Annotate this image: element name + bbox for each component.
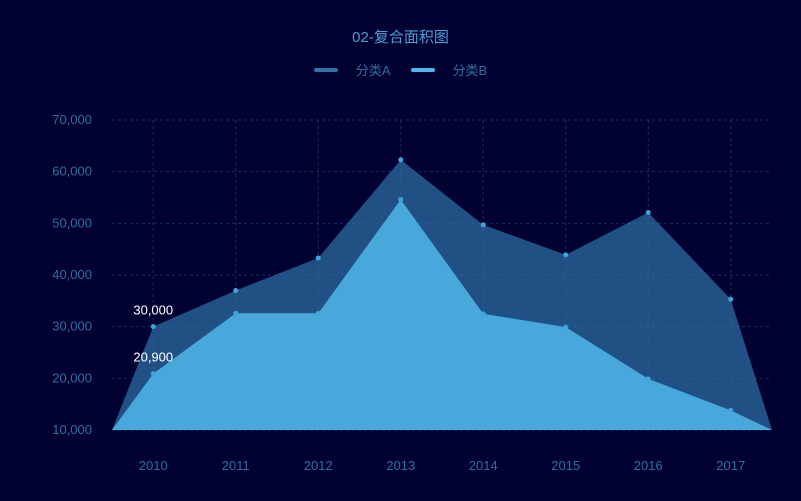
x-tick-label: 2010: [139, 458, 168, 473]
y-tick-label: 20,000: [52, 370, 92, 385]
x-tick-label: 2012: [304, 458, 333, 473]
area-layer: [112, 159, 772, 431]
y-tick-label: 40,000: [52, 267, 92, 282]
legend-label-b: 分类B: [452, 63, 488, 78]
data-point-b[interactable]: [563, 324, 569, 330]
x-tick-label: 2013: [386, 458, 415, 473]
area-series-b[interactable]: [112, 199, 772, 430]
chart-title: 02-复合面积图: [352, 29, 449, 46]
data-point-b[interactable]: [480, 311, 486, 317]
y-tick-label: 50,000: [52, 215, 92, 230]
data-point-b[interactable]: [728, 407, 734, 413]
x-tick-label: 2016: [634, 458, 663, 473]
axis-layer: 10,000 20,000 30,000 40,000 50,000 60,000 70,0…: [52, 112, 745, 473]
legend-item-series-b[interactable]: 分类B: [410, 60, 488, 79]
legend-item-series-a[interactable]: 分类A: [313, 60, 391, 79]
data-point-a[interactable]: [480, 222, 486, 228]
x-tick-label: 2014: [469, 458, 498, 473]
legend-swatch-a: [313, 67, 338, 72]
data-point-a[interactable]: [315, 255, 321, 261]
data-point-b[interactable]: [150, 371, 156, 377]
y-tick-label: 60,000: [52, 164, 92, 179]
y-tick-label: 10,000: [52, 422, 92, 437]
data-point-a[interactable]: [233, 288, 239, 293]
data-point-a[interactable]: [150, 324, 156, 330]
y-tick-label: 70,000: [52, 112, 92, 127]
data-point-a[interactable]: [728, 296, 734, 302]
x-tick-label: 2011: [222, 458, 250, 473]
data-point-a[interactable]: [645, 209, 651, 215]
data-point-b[interactable]: [315, 310, 321, 316]
label-layer: 30,000 20,900: [133, 303, 173, 365]
data-point-a[interactable]: [563, 252, 569, 258]
y-tick-label: 30,000: [52, 319, 92, 334]
legend-swatch-b: [410, 67, 435, 72]
point-layer: [150, 157, 734, 413]
data-label: 30,000: [133, 303, 173, 318]
x-tick-label: 2015: [551, 458, 580, 473]
legend-label-a: 分类A: [355, 63, 391, 78]
data-point-b[interactable]: [645, 376, 651, 382]
data-point-b[interactable]: [233, 310, 239, 316]
chart-legend[interactable]: 分类A 分类B: [0, 60, 801, 79]
data-label: 20,900: [133, 350, 173, 365]
x-tick-label: 2017: [716, 458, 745, 473]
data-point-b[interactable]: [398, 197, 404, 203]
data-point-a[interactable]: [398, 157, 404, 163]
